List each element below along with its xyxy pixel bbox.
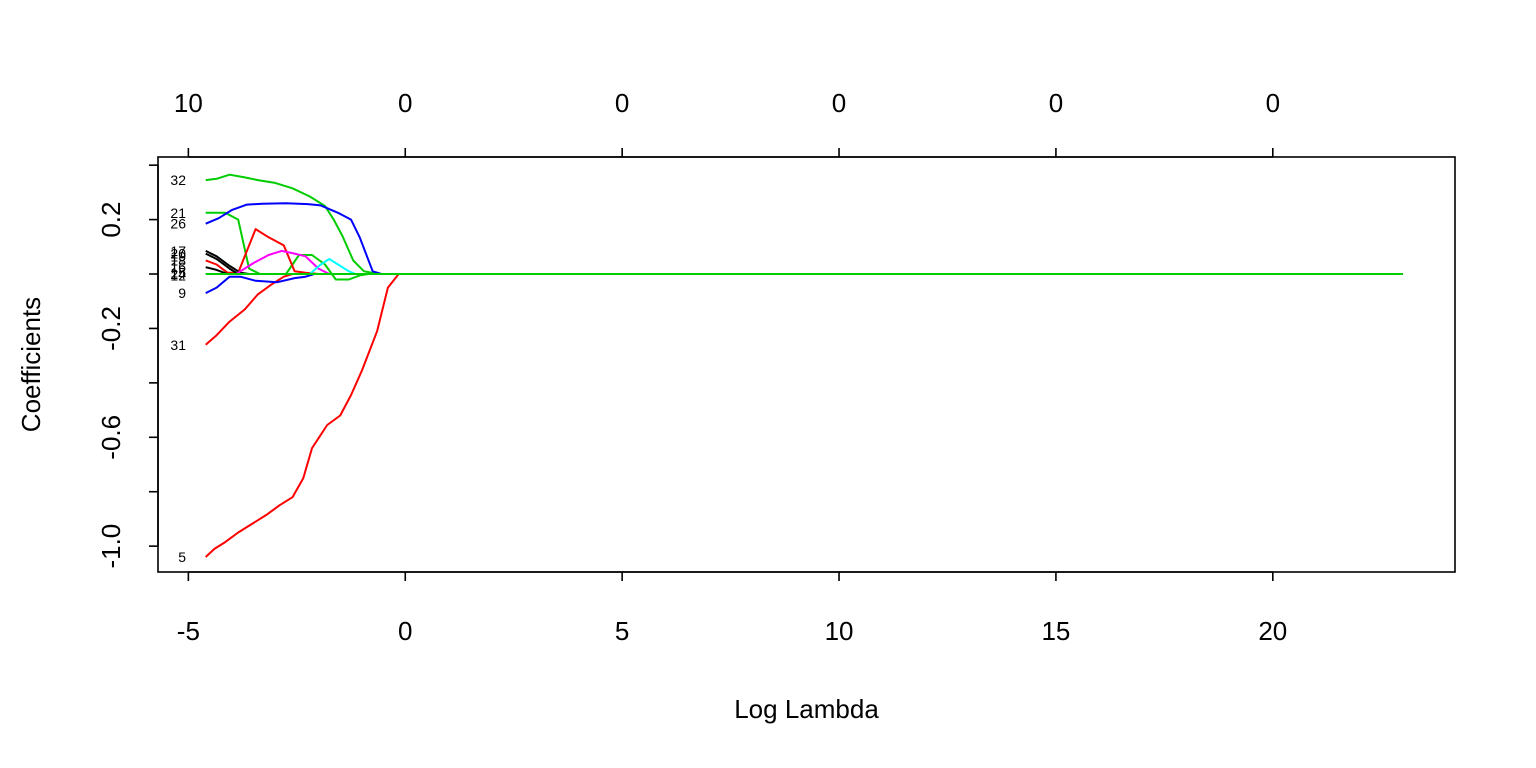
coefficient-path-1 bbox=[205, 273, 1403, 558]
y-axis-title: Coefficients bbox=[16, 297, 46, 432]
left-axis: -1.0 -0.6 -0.2 0.2 bbox=[96, 164, 159, 569]
series-layer bbox=[205, 173, 1403, 558]
path-label: 19 bbox=[170, 248, 186, 264]
plot-frame bbox=[157, 156, 1456, 573]
path-label: 12 bbox=[170, 267, 186, 283]
top-tick-label: 0 bbox=[615, 88, 629, 118]
coefficient-path-6 bbox=[205, 273, 1403, 294]
path-label: 31 bbox=[170, 337, 186, 353]
top-axis: 10 0 0 0 0 0 bbox=[174, 88, 1280, 158]
x-tick-label: -5 bbox=[177, 616, 200, 646]
x-axis-title: Log Lambda bbox=[734, 694, 879, 724]
coefficient-path-4 bbox=[205, 211, 1403, 281]
x-tick-label: 20 bbox=[1258, 616, 1287, 646]
coefficient-path-10 bbox=[205, 266, 1403, 275]
top-tick-label: 0 bbox=[398, 88, 412, 118]
y-tick-label: 0.2 bbox=[96, 202, 126, 238]
y-tick-label: -1.0 bbox=[96, 524, 126, 569]
path-label: 21 bbox=[170, 205, 186, 221]
x-tick-label: 0 bbox=[398, 616, 412, 646]
x-tick-label: 5 bbox=[615, 616, 629, 646]
top-tick-label: 0 bbox=[1266, 88, 1280, 118]
x-tick-label: 10 bbox=[825, 616, 854, 646]
path-label: 18 bbox=[170, 252, 186, 268]
coefficient-path-2 bbox=[205, 273, 1403, 346]
y-tick-label: -0.2 bbox=[96, 306, 126, 351]
path-label: 5 bbox=[178, 549, 186, 565]
path-label: 17 bbox=[170, 243, 186, 259]
coefficient-path-9 bbox=[205, 252, 1403, 275]
path-label: 32 bbox=[170, 172, 186, 188]
x-tick-label: 15 bbox=[1041, 616, 1070, 646]
path-label: 15 bbox=[170, 265, 186, 281]
path-label: 24 bbox=[170, 266, 186, 282]
top-tick-label: 0 bbox=[1049, 88, 1063, 118]
path-label: 16 bbox=[170, 259, 186, 275]
coefficient-path-3 bbox=[205, 173, 1403, 275]
bottom-axis: -5 0 5 10 15 20 bbox=[177, 571, 1287, 646]
path-label: 20 bbox=[170, 246, 186, 262]
coefficient-path-12 bbox=[205, 258, 1403, 275]
coefficient-path-8 bbox=[205, 250, 1403, 275]
y-tick-label: -0.6 bbox=[96, 415, 126, 460]
top-tick-label: 0 bbox=[832, 88, 846, 118]
coefficient-path-5 bbox=[205, 202, 1403, 275]
top-tick-label: 10 bbox=[174, 88, 203, 118]
path-label: 9 bbox=[178, 285, 186, 301]
coefficient-path-7 bbox=[205, 228, 1403, 275]
path-label: 26 bbox=[170, 216, 186, 232]
coefficient-path-11 bbox=[205, 249, 1403, 275]
